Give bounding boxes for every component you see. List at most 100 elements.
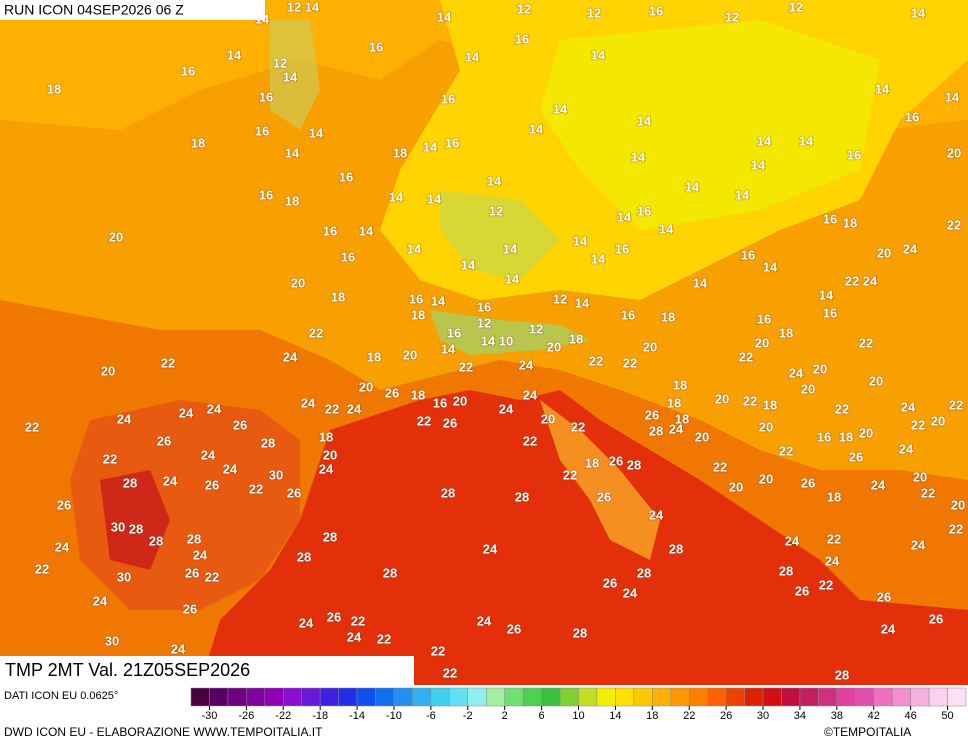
temperature-label: 12 — [477, 315, 491, 330]
temperature-label: 24 — [623, 585, 638, 600]
legend-swatch — [928, 687, 948, 707]
temperature-label: 22 — [377, 631, 391, 646]
temperature-label: 28 — [835, 667, 849, 682]
legend-swatch — [356, 687, 376, 707]
temperature-label: 18 — [393, 145, 407, 160]
temperature-label: 22 — [947, 217, 961, 232]
legend-tick-label: 38 — [831, 710, 843, 722]
temperature-label: 16 — [905, 109, 919, 124]
temperature-label: 16 — [181, 63, 195, 78]
temperature-label: 24 — [207, 401, 222, 416]
temperature-label: 14 — [305, 0, 320, 14]
temperature-label: 24 — [903, 241, 918, 256]
temperature-label: 28 — [123, 475, 137, 490]
temperature-label: 20 — [759, 471, 773, 486]
temperature-label: 26 — [205, 477, 219, 492]
temperature-label: 20 — [869, 373, 883, 388]
temperature-label: 22 — [859, 335, 873, 350]
temperature-label: 26 — [603, 575, 617, 590]
temperature-label: 28 — [441, 485, 455, 500]
temperature-label: 16 — [515, 31, 529, 46]
temperature-label: 14 — [423, 139, 438, 154]
legend-tick-label: 18 — [646, 710, 658, 722]
temperature-label: 24 — [899, 441, 914, 456]
temperature-label: 20 — [101, 363, 115, 378]
temperature-label: 22 — [351, 613, 365, 628]
temperature-label: 26 — [287, 485, 301, 500]
credit: DWD ICON EU - ELABORAZIONE WWW.TEMPOITAL… — [4, 725, 323, 739]
temperature-label: 22 — [845, 273, 859, 288]
temperature-label: 14 — [465, 49, 480, 64]
temperature-label: 14 — [283, 69, 298, 84]
temperature-label: 22 — [325, 401, 339, 416]
temperature-label: 26 — [795, 583, 809, 598]
temperature-label: 24 — [483, 541, 498, 556]
temperature-label: 20 — [323, 447, 337, 462]
temperature-label: 16 — [339, 169, 353, 184]
legend-swatch — [467, 687, 487, 707]
temperature-label: 22 — [161, 355, 175, 370]
legend-swatch — [375, 687, 395, 707]
legend-swatch — [596, 687, 616, 707]
legend-tick-label: 10 — [572, 710, 584, 722]
temperature-label: 14 — [359, 223, 374, 238]
temperature-label: 28 — [627, 457, 641, 472]
temperature-label: 22 — [949, 397, 963, 412]
temperature-label: 20 — [109, 229, 123, 244]
temperature-label: 14 — [685, 179, 700, 194]
temperature-label: 22 — [309, 325, 323, 340]
temperature-label: 22 — [779, 443, 793, 458]
temperature-label: 24 — [171, 641, 186, 656]
temperature-label: 14 — [631, 149, 646, 164]
legend-swatch — [652, 687, 672, 707]
temperature-label: 20 — [913, 469, 927, 484]
temperature-label: 16 — [433, 395, 447, 410]
temperature-label: 24 — [669, 421, 684, 436]
temperature-label: 20 — [729, 479, 743, 494]
temperature-label: 22 — [103, 451, 117, 466]
temperature-label: 18 — [411, 307, 425, 322]
temperature-label: 14 — [911, 5, 926, 20]
legend-swatch — [891, 687, 911, 707]
data-source: DATI ICON EU 0.0625° — [4, 690, 118, 702]
temperature-label: 26 — [849, 449, 863, 464]
temperature-label: 18 — [839, 429, 853, 444]
temperature-label: 14 — [227, 47, 242, 62]
temperature-label: 14 — [575, 295, 590, 310]
temperature-label: 24 — [863, 273, 878, 288]
temperature-label: 24 — [881, 621, 896, 636]
legend-swatch — [504, 687, 524, 707]
temperature-label: 14 — [945, 89, 960, 104]
temperature-label: 22 — [589, 353, 603, 368]
temperature-label: 14 — [591, 47, 606, 62]
temperature-label: 20 — [931, 413, 945, 428]
legend-swatch — [430, 687, 450, 707]
temperature-label: 22 — [417, 413, 431, 428]
legend-swatch — [264, 687, 284, 707]
temperature-labels: 1214141412121612121416161414161218141416… — [24, 0, 966, 683]
temperature-label: 26 — [507, 621, 521, 636]
legend-swatch — [707, 687, 727, 707]
temperature-label: 16 — [847, 147, 861, 162]
temperature-label: 12 — [529, 321, 543, 336]
legend-swatch — [522, 687, 542, 707]
temperature-label: 18 — [667, 395, 681, 410]
temperature-label: 20 — [453, 393, 467, 408]
temperature-label: 22 — [249, 481, 263, 496]
temperature-label: 16 — [255, 123, 269, 138]
temperature-label: 22 — [743, 393, 757, 408]
temperature-label: 18 — [411, 387, 425, 402]
temperature-label: 22 — [911, 417, 925, 432]
temperature-label: 24 — [117, 411, 132, 426]
temperature-label: 14 — [481, 333, 496, 348]
temperature-label: 22 — [835, 401, 849, 416]
temperature-label: 20 — [755, 335, 769, 350]
temperature-label: 14 — [503, 241, 518, 256]
temperature-label: 20 — [947, 145, 961, 160]
legend-tick-label: 34 — [794, 710, 806, 722]
temperature-label: 22 — [623, 355, 637, 370]
temperature-label: 16 — [615, 241, 629, 256]
temperature-label: 12 — [725, 9, 739, 24]
temperature-label: 24 — [301, 395, 316, 410]
